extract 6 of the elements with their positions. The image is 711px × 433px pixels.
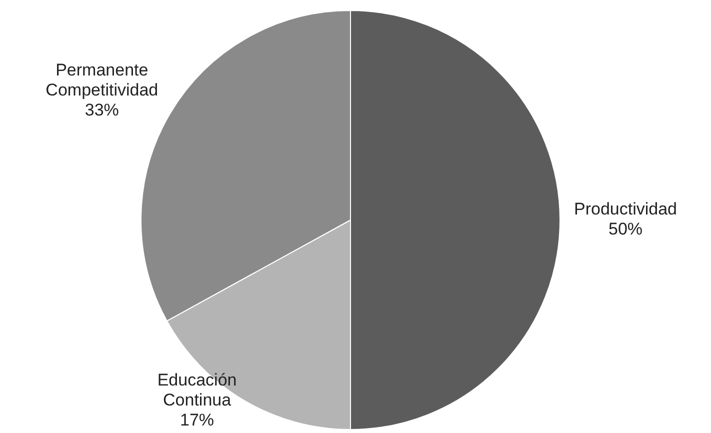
slice-label: Productividad bbox=[574, 200, 678, 219]
data-label: 50% bbox=[608, 220, 643, 239]
data-label: 33% bbox=[84, 100, 119, 120]
slice-label: Permanente Competitividad bbox=[46, 60, 158, 100]
data-label: 17% bbox=[180, 410, 214, 430]
slice-label: Educación Continua bbox=[157, 370, 237, 410]
